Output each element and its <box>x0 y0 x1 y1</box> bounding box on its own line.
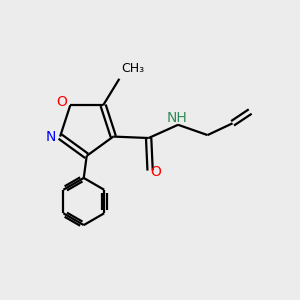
Text: O: O <box>150 165 161 179</box>
Text: NH: NH <box>166 111 187 125</box>
Text: CH₃: CH₃ <box>121 62 144 75</box>
Text: N: N <box>46 130 56 144</box>
Text: O: O <box>56 95 67 109</box>
